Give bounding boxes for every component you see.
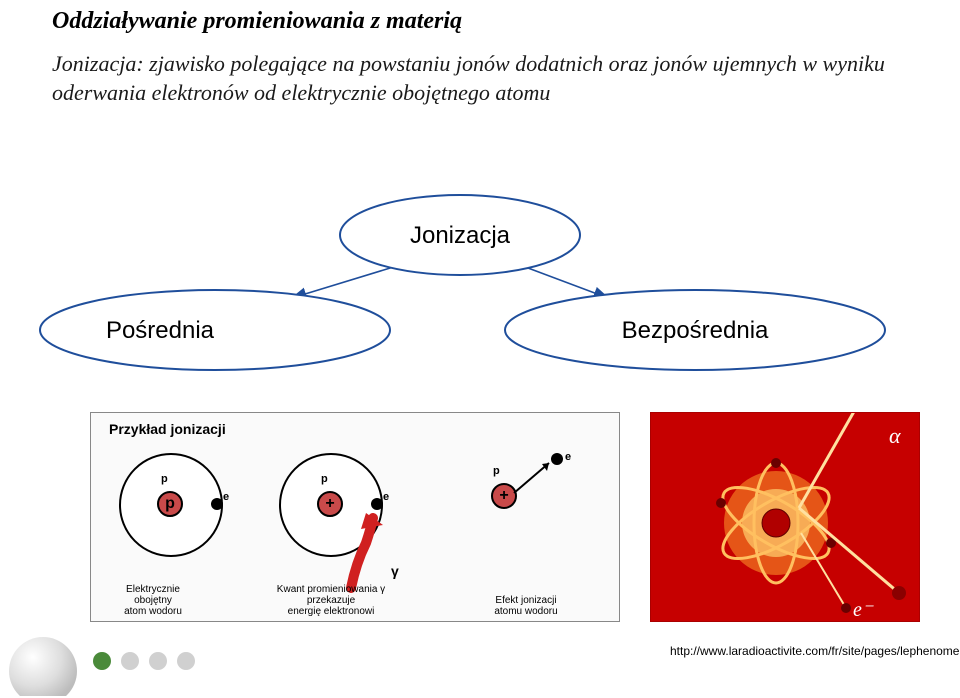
diagram-group: Jonizacja Pośrednia Bezpośrednia [40,195,885,370]
label-p2: p [321,473,328,485]
bullet-2 [121,652,139,670]
slide: Oddziaływanie promieniowania z materią J… [0,0,960,698]
node-bezposrednia-label: Bezpośrednia [622,317,769,344]
label-e3: e [565,451,571,463]
alpha-label: α [889,423,901,448]
bullet-row [90,646,230,676]
ionization-diagram: Jonizacja Pośrednia Bezpośrednia [0,0,960,400]
bullet-1 [93,652,111,670]
label-e1: e [223,491,229,503]
label-p1: p [161,473,168,485]
caption-3: Efekt jonizacjiatomu wodoru [461,595,591,617]
figure-ionization-example: Przykład jonizacji p p e + p e γ + p e E… [90,412,620,622]
direct-ionization-svg: α e⁻ [651,413,921,623]
caption-1: Elektrycznieobojętnyatom wodoru [103,584,203,617]
node-posrednia [40,290,390,370]
gamma-label: γ [391,563,399,579]
electron-1 [211,498,223,510]
gamma-arrow [311,513,401,593]
source-url: http://www.laradioactivite.com/fr/site/p… [670,644,950,658]
caption-2: Kwant promieniowania γprzekazujeenergię … [241,584,421,617]
figure-left-title: Przykład jonizacji [109,421,226,437]
arrow-to-left [292,265,400,298]
arrow-to-right [520,265,608,298]
electron-minus-label: e⁻ [853,599,874,621]
bullet-4 [177,652,195,670]
bullet-3 [149,652,167,670]
label-e2: e [383,491,389,503]
corner-sphere [8,626,78,696]
node-posrednia-label: Pośrednia [106,317,215,344]
ejection-arrow [509,458,569,503]
electron-2 [371,498,383,510]
label-p3: p [493,465,500,477]
figure-direct-ionization: α e⁻ [650,412,920,622]
proton-1: p [157,491,183,517]
node-jonizacja-label: Jonizacja [410,222,511,249]
